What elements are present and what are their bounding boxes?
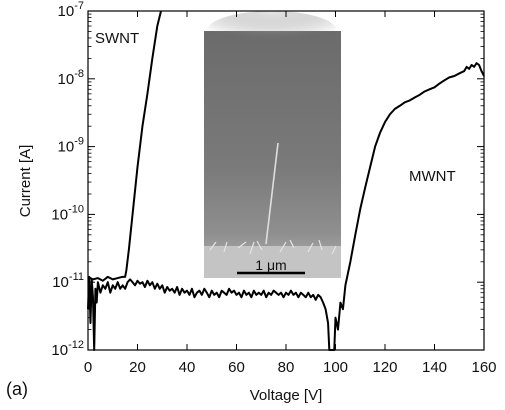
- y-tick-base: 10: [58, 3, 75, 20]
- series-label-mwnt: MWNT: [409, 168, 456, 185]
- y-tick-label: 10-8: [58, 68, 84, 88]
- x-tick-label: 80: [278, 359, 295, 376]
- y-tick-label: 10-11: [52, 271, 84, 291]
- y-tick-label: 10-7: [58, 0, 84, 20]
- series-label-swnt: SWNT: [95, 30, 139, 47]
- x-tick-label: 100: [323, 359, 348, 376]
- x-tick-label: 140: [422, 359, 447, 376]
- x-tick-label: 20: [129, 359, 146, 376]
- y-tick-label: 10-10: [51, 203, 84, 223]
- series-layer: [87, 10, 485, 351]
- x-tick-label: 160: [471, 359, 496, 376]
- inset-nanotube: [265, 142, 279, 245]
- y-tick-exponent: -12: [68, 339, 84, 351]
- y-tick-exponent: -10: [68, 203, 84, 215]
- y-tick-exponent: -8: [74, 68, 84, 80]
- panel-label: (a): [6, 379, 28, 399]
- tick-layer: 0 20 40 60 80 100 120 140 16010-1210-1110-1010-9…: [51, 0, 496, 376]
- inset-scale-label: 1 μm: [255, 257, 286, 273]
- y-tick-label: 10-9: [58, 136, 84, 156]
- inset-substrate-texture: [209, 239, 337, 255]
- series-line-mwnt: [87, 62, 485, 351]
- y-axis-label: Current [A]: [17, 145, 34, 218]
- y-tick-exponent: -9: [74, 136, 84, 148]
- inset-background: [204, 31, 341, 278]
- series-line-swnt: [87, 10, 162, 282]
- x-axis-label: Voltage [V]: [250, 387, 323, 404]
- y-tick-exponent: -11: [69, 271, 84, 283]
- y-tick-base: 10: [51, 342, 68, 359]
- y-tick-base: 10: [51, 206, 68, 223]
- x-tick-label: 40: [179, 359, 196, 376]
- y-tick-base: 10: [52, 274, 69, 291]
- x-tick-label: 120: [372, 359, 397, 376]
- inset-tip-glow: [207, 11, 337, 51]
- x-tick-label: 0: [84, 359, 92, 376]
- y-tick-base: 10: [58, 139, 75, 156]
- y-tick-base: 10: [58, 71, 75, 88]
- inset-micrograph: 1 μm: [204, 11, 341, 278]
- x-tick-label: 60: [228, 359, 245, 376]
- y-tick-exponent: -7: [74, 0, 84, 12]
- y-tick-label: 10-12: [51, 339, 84, 359]
